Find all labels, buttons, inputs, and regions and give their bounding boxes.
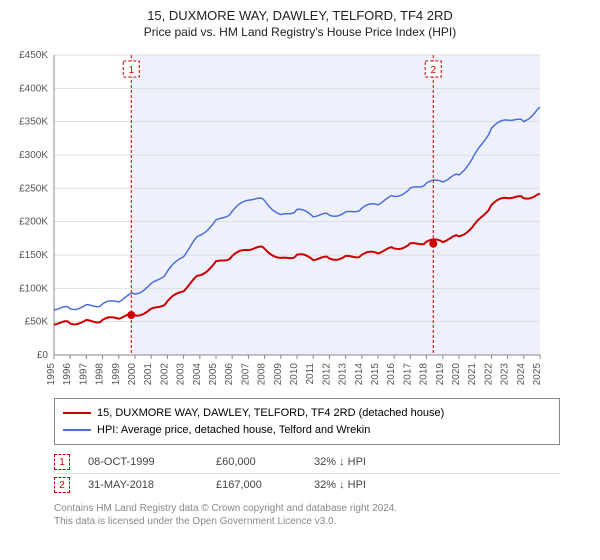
sale-date: 31-MAY-2018 [88, 479, 198, 491]
legend: 15, DUXMORE WAY, DAWLEY, TELFORD, TF4 2R… [54, 398, 560, 445]
svg-text:2023: 2023 [500, 363, 511, 385]
svg-text:2016: 2016 [386, 363, 397, 385]
chart-svg: £0 £50K £100K £150K £200K £250K £300K £350K £400… [10, 45, 550, 385]
svg-text:2024: 2024 [516, 363, 527, 385]
sale-marker-icon: 1 [54, 454, 70, 470]
legend-label: HPI: Average price, detached house, Telf… [97, 422, 370, 439]
svg-text:2000: 2000 [127, 363, 138, 385]
svg-text:2010: 2010 [289, 363, 300, 385]
svg-text:£0: £0 [37, 350, 49, 361]
legend-swatch [63, 429, 91, 431]
sale-diff: 32% ↓ HPI [314, 479, 414, 491]
svg-text:1996: 1996 [62, 363, 73, 385]
footer-line: Contains HM Land Registry data © Crown c… [54, 502, 560, 515]
svg-text:£100K: £100K [19, 283, 48, 294]
svg-text:2025: 2025 [532, 363, 543, 385]
svg-text:2011: 2011 [305, 363, 316, 385]
svg-text:2002: 2002 [159, 363, 170, 385]
legend-label: 15, DUXMORE WAY, DAWLEY, TELFORD, TF4 2R… [97, 405, 444, 422]
svg-text:£50K: £50K [25, 317, 49, 328]
svg-text:2009: 2009 [273, 363, 284, 385]
svg-text:2014: 2014 [354, 363, 365, 385]
sales-table: 1 08-OCT-1999 £60,000 32% ↓ HPI 2 31-MAY-2018… [54, 451, 560, 496]
svg-text:2017: 2017 [402, 363, 413, 385]
sale-marker-icon: 2 [54, 477, 70, 493]
sale-row: 1 08-OCT-1999 £60,000 32% ↓ HPI [54, 451, 560, 474]
price-chart: £0 £50K £100K £150K £200K £250K £300K £350K £400… [10, 45, 590, 390]
sale-price: £167,000 [216, 479, 296, 491]
sale-point [429, 240, 437, 248]
svg-text:2003: 2003 [176, 363, 187, 385]
sale-point [127, 311, 135, 319]
svg-text:2007: 2007 [240, 363, 251, 385]
svg-text:£350K: £350K [19, 117, 48, 128]
page-subtitle: Price paid vs. HM Land Registry's House … [10, 25, 590, 39]
sale-date: 08-OCT-1999 [88, 456, 198, 468]
page-title: 15, DUXMORE WAY, DAWLEY, TELFORD, TF4 2R… [10, 8, 590, 23]
svg-text:£200K: £200K [19, 217, 48, 228]
svg-text:2004: 2004 [192, 363, 203, 385]
svg-text:2021: 2021 [467, 363, 478, 385]
svg-text:2008: 2008 [257, 363, 268, 385]
svg-text:2020: 2020 [451, 363, 462, 385]
legend-swatch [63, 412, 91, 414]
svg-text:£250K: £250K [19, 183, 48, 194]
svg-text:2018: 2018 [419, 363, 430, 385]
footer-attribution: Contains HM Land Registry data © Crown c… [54, 502, 560, 528]
sale-diff: 32% ↓ HPI [314, 456, 414, 468]
svg-text:1: 1 [128, 65, 134, 76]
svg-text:2015: 2015 [370, 363, 381, 385]
legend-row: HPI: Average price, detached house, Telf… [63, 422, 551, 439]
svg-text:2001: 2001 [143, 363, 154, 385]
svg-text:2005: 2005 [208, 363, 219, 385]
svg-text:£300K: £300K [19, 150, 48, 161]
sale-price: £60,000 [216, 456, 296, 468]
svg-text:1999: 1999 [111, 363, 122, 385]
svg-text:£150K: £150K [19, 250, 48, 261]
svg-text:2012: 2012 [321, 363, 332, 385]
svg-text:1998: 1998 [95, 363, 106, 385]
legend-row: 15, DUXMORE WAY, DAWLEY, TELFORD, TF4 2R… [63, 405, 551, 422]
svg-text:2006: 2006 [224, 363, 235, 385]
svg-text:2: 2 [430, 65, 436, 76]
svg-text:2013: 2013 [338, 363, 349, 385]
svg-text:2022: 2022 [483, 363, 494, 385]
svg-text:1995: 1995 [46, 363, 57, 385]
svg-text:£400K: £400K [19, 83, 48, 94]
svg-text:1997: 1997 [78, 363, 89, 385]
footer-line: This data is licensed under the Open Gov… [54, 515, 560, 528]
sale-row: 2 31-MAY-2018 £167,000 32% ↓ HPI [54, 474, 560, 496]
svg-text:2019: 2019 [435, 363, 446, 385]
svg-text:£450K: £450K [19, 50, 48, 61]
